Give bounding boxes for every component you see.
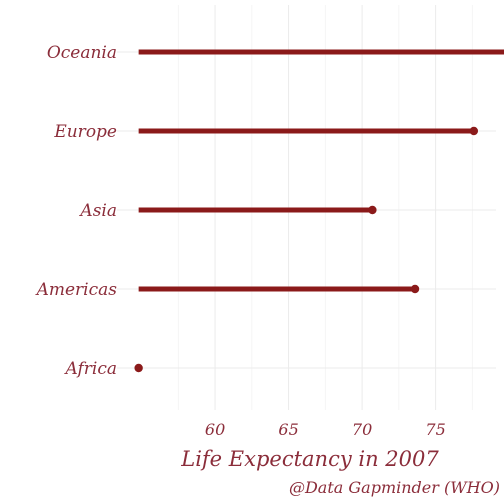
lollipop-point-africa <box>134 363 143 373</box>
x-tick-label: 60 <box>205 420 225 439</box>
stems-layer <box>138 49 504 292</box>
category-label-africa: Africa <box>64 359 118 379</box>
lollipop-point-asia <box>368 205 377 215</box>
lollipop-point-americas <box>410 284 420 294</box>
category-label-asia: Asia <box>78 201 117 221</box>
x-tick-labels: 60 65 70 75 <box>205 420 446 439</box>
category-label-americas: Americas <box>35 280 118 300</box>
x-tick-label: 65 <box>278 420 298 439</box>
lollipop-point-europe <box>469 126 479 136</box>
chart-caption: @Data Gapminder (WHO) <box>289 478 500 497</box>
x-axis-title: Life Expectancy in 2007 <box>180 447 439 471</box>
category-labels: Africa Americas Asia Europe Oceania <box>35 43 118 379</box>
category-label-oceania: Oceania <box>47 43 117 63</box>
category-label-europe: Europe <box>53 122 117 142</box>
points-layer <box>134 126 479 373</box>
x-tick-label: 70 <box>352 420 372 439</box>
x-tick-label: 75 <box>425 420 445 439</box>
